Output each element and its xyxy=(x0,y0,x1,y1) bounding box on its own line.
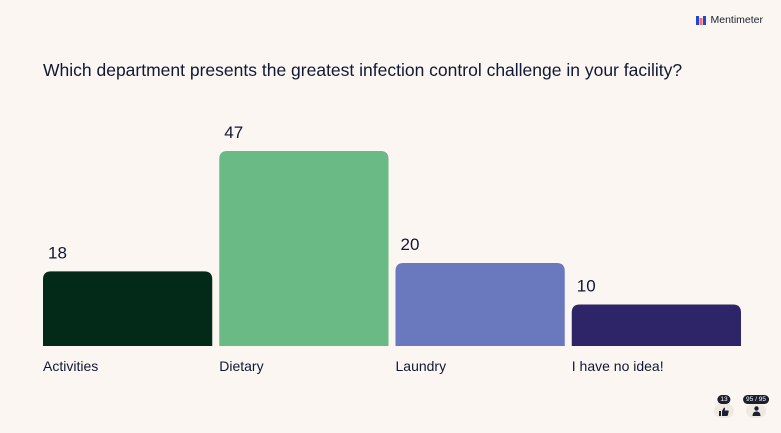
value-label: 47 xyxy=(224,123,243,142)
reactions-count: 13 xyxy=(717,395,731,404)
value-label: 10 xyxy=(577,277,596,296)
person-icon xyxy=(746,404,766,418)
bar-i-have-no-idea xyxy=(571,304,741,346)
category-label: Activities xyxy=(43,358,98,374)
bar-laundry xyxy=(395,263,565,346)
category-label: Dietary xyxy=(219,358,263,374)
brand-name: Mentimeter xyxy=(710,14,763,26)
question-title: Which department presents the greatest i… xyxy=(43,60,683,80)
value-label: 18 xyxy=(48,243,67,262)
bar-dietary xyxy=(219,151,389,346)
category-label: Laundry xyxy=(396,358,447,374)
reactions-badge[interactable]: 13 xyxy=(713,395,735,418)
category-label: I have no idea! xyxy=(572,358,664,374)
bar-activities xyxy=(43,271,213,346)
brand-logo: Mentimeter xyxy=(696,14,763,26)
mentimeter-logo-icon xyxy=(696,15,707,25)
participants-badge[interactable]: 95 / 95 xyxy=(743,395,769,418)
footer-badges: 13 95 / 95 xyxy=(713,395,769,418)
thumbs-up-icon xyxy=(714,404,734,418)
participants-count: 95 / 95 xyxy=(743,395,769,404)
value-label: 20 xyxy=(401,235,420,254)
